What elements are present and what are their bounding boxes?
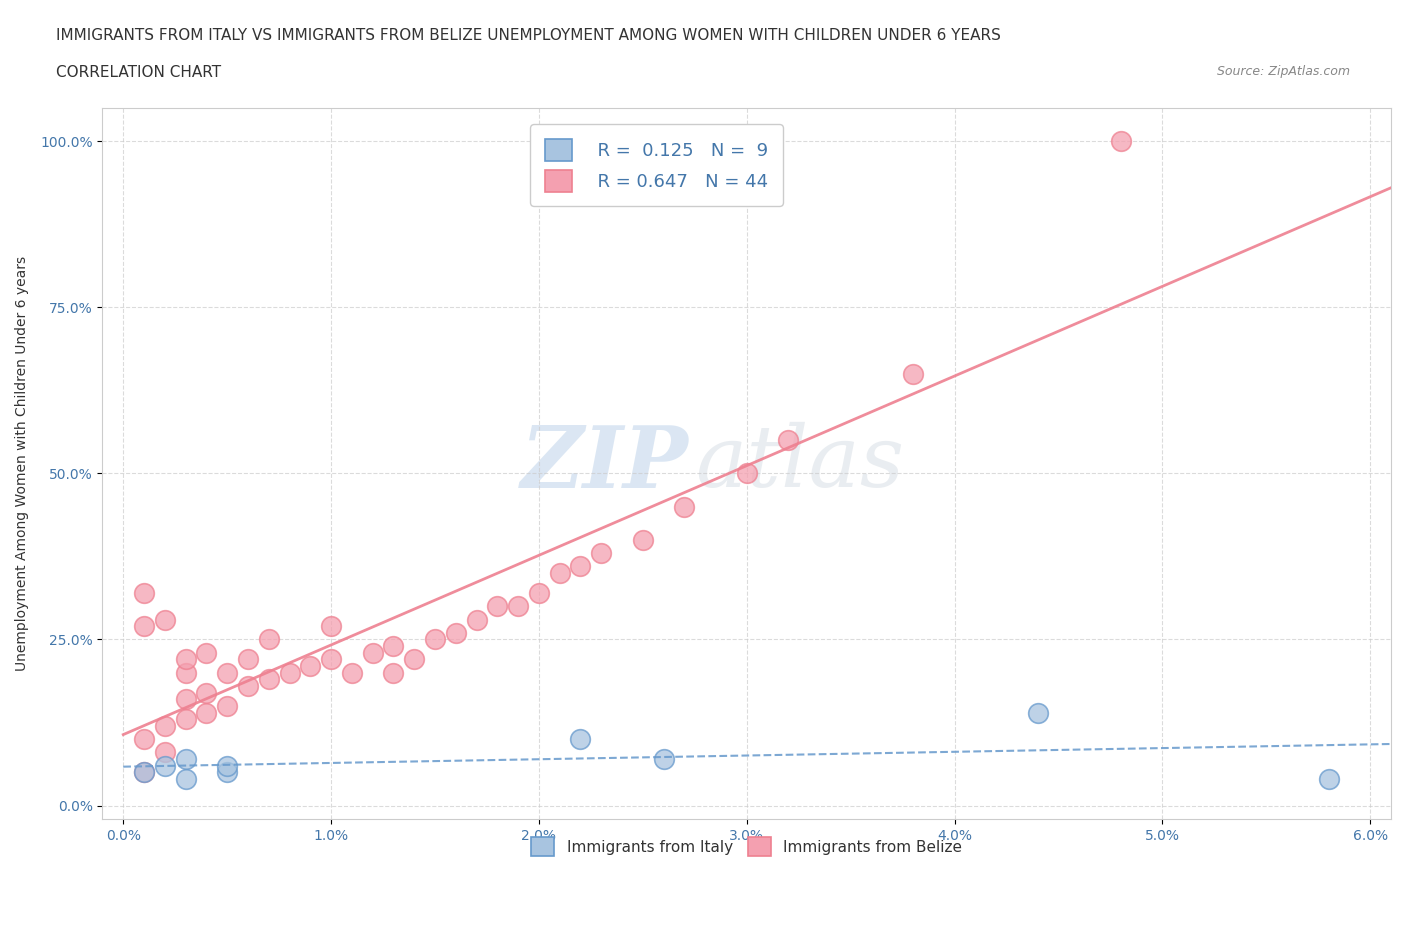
Point [361, 645, 384, 660]
Point [174, 772, 197, 787]
Point [236, 652, 259, 667]
Point [153, 758, 176, 773]
Point [278, 665, 301, 680]
Point [153, 718, 176, 733]
Point [174, 751, 197, 766]
Point [132, 764, 155, 779]
Point [901, 366, 924, 381]
Point [1026, 705, 1049, 720]
Point [257, 632, 280, 647]
Point [340, 665, 363, 680]
Point [778, 432, 800, 447]
Point [174, 692, 197, 707]
Text: IMMIGRANTS FROM ITALY VS IMMIGRANTS FROM BELIZE UNEMPLOYMENT AMONG WOMEN WITH CH: IMMIGRANTS FROM ITALY VS IMMIGRANTS FROM… [56, 28, 1001, 43]
Point [465, 612, 488, 627]
Point [299, 658, 322, 673]
Point [195, 705, 218, 720]
Text: ZIP: ZIP [520, 421, 689, 505]
Point [132, 618, 155, 633]
Point [486, 599, 509, 614]
Point [195, 685, 218, 700]
Point [1317, 772, 1340, 787]
Point [236, 679, 259, 694]
Point [132, 732, 155, 747]
Point [673, 499, 696, 514]
Point [548, 565, 571, 580]
Point [569, 732, 592, 747]
Point [319, 618, 342, 633]
Point [174, 665, 197, 680]
Point [153, 745, 176, 760]
Point [404, 652, 426, 667]
Point [382, 665, 405, 680]
Point [217, 758, 239, 773]
Point [132, 764, 155, 779]
Point [153, 612, 176, 627]
Point [735, 466, 758, 481]
Point [217, 764, 239, 779]
Point [591, 546, 613, 561]
Point [132, 586, 155, 601]
Point [174, 652, 197, 667]
Point [217, 665, 239, 680]
Point [508, 599, 530, 614]
Point [444, 625, 467, 640]
Point [195, 645, 218, 660]
Text: atlas: atlas [695, 422, 904, 505]
Point [319, 652, 342, 667]
Point [652, 751, 675, 766]
Text: CORRELATION CHART: CORRELATION CHART [56, 65, 221, 80]
Point [382, 639, 405, 654]
Point [631, 532, 654, 547]
Point [423, 632, 446, 647]
Point [174, 711, 197, 726]
Point [217, 698, 239, 713]
Point [569, 559, 592, 574]
Point [257, 671, 280, 686]
Point [1109, 134, 1132, 149]
Point [527, 586, 550, 601]
Text: Source: ZipAtlas.com: Source: ZipAtlas.com [1216, 65, 1350, 78]
Y-axis label: Unemployment Among Women with Children Under 6 years: Unemployment Among Women with Children U… [15, 256, 30, 671]
Legend: Immigrants from Italy, Immigrants from Belize: Immigrants from Italy, Immigrants from B… [519, 825, 974, 868]
